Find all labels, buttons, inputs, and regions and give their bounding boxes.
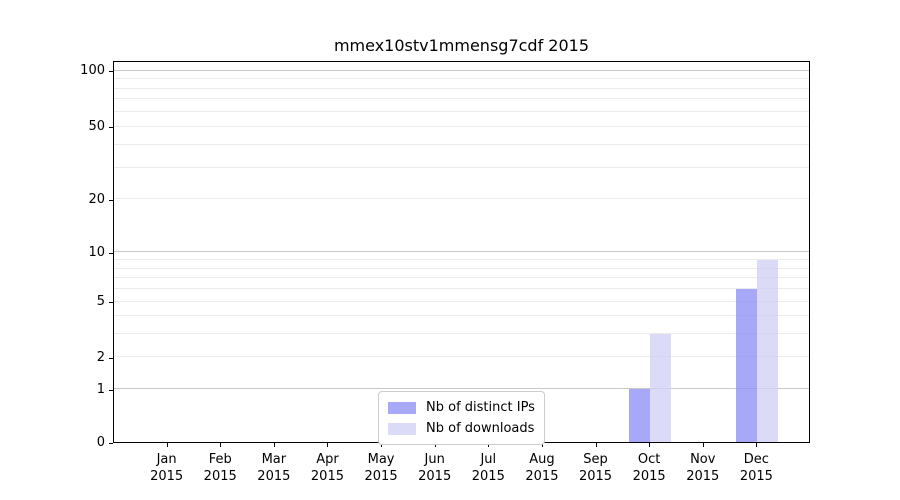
x-tick-label-mar: Mar 2015 (257, 452, 291, 484)
y-tick-mark (109, 199, 113, 201)
y-tick-mark (109, 443, 113, 444)
y-tick-mark (109, 302, 113, 304)
y-tick-mark (109, 389, 113, 391)
x-tick-mark (595, 443, 597, 447)
minor-gridline (114, 198, 809, 200)
x-tick-label-jun: Jun 2015 (418, 452, 452, 484)
x-tick-label-aug: Aug 2015 (525, 452, 559, 484)
x-tick-label-oct: Oct 2015 (632, 452, 666, 484)
x-tick-label-jul: Jul 2015 (471, 452, 505, 484)
y-tick-mark (109, 252, 113, 254)
y-tick-label: 0 (96, 435, 105, 450)
minor-gridline (114, 110, 809, 112)
bar-dec-downloads (757, 259, 779, 442)
y-tick-label: 5 (96, 294, 105, 310)
x-tick-label-dec: Dec 2015 (739, 452, 773, 484)
minor-gridline (114, 98, 809, 100)
bar-oct-distinct-ips (629, 388, 651, 442)
minor-gridline (114, 87, 809, 89)
legend-swatch (388, 401, 416, 414)
x-tick-label-sep: Sep 2015 (578, 452, 613, 484)
y-tick-mark (109, 127, 113, 129)
y-tick-label: 1 (96, 381, 105, 397)
x-tick-mark (220, 443, 222, 447)
minor-gridline (114, 259, 809, 261)
y-tick-label: 50 (88, 119, 105, 135)
minor-gridline (114, 300, 809, 302)
x-tick-label-may: May 2015 (364, 452, 398, 484)
y-tick-label: 20 (88, 191, 105, 207)
x-tick-label-feb: Feb 2015 (203, 452, 237, 484)
y-tick-mark (109, 71, 113, 72)
y-tick-mark (109, 357, 113, 359)
minor-gridline (114, 267, 809, 269)
bar-oct-downloads (650, 333, 672, 442)
x-tick-mark (649, 443, 651, 447)
x-tick-mark (702, 443, 704, 447)
x-tick-mark (327, 443, 329, 447)
minor-gridline (114, 143, 809, 145)
x-tick-mark (434, 443, 436, 447)
y-tick-label: 100 (80, 63, 105, 78)
x-tick-label-nov: Nov 2015 (686, 452, 720, 484)
x-tick-mark (166, 443, 168, 447)
legend-label: Nb of distinct IPs (426, 400, 535, 415)
x-tick-label-jan: Jan 2015 (150, 452, 184, 484)
x-tick-mark (541, 443, 543, 447)
minor-gridline (114, 78, 809, 80)
x-tick-mark (756, 443, 758, 447)
legend-entry: Nb of distinct IPs (388, 399, 535, 416)
minor-gridline (114, 125, 809, 127)
major-gridline (114, 388, 809, 390)
minor-gridline (114, 277, 809, 279)
legend-swatch (388, 422, 416, 435)
x-tick-label-apr: Apr 2015 (310, 452, 344, 484)
minor-gridline (114, 315, 809, 317)
bar-dec-distinct-ips (736, 288, 758, 442)
legend: Nb of distinct IPs Nb of downloads (378, 391, 545, 445)
x-tick-mark (273, 443, 275, 447)
x-tick-mark (488, 443, 490, 447)
major-gridline (114, 251, 809, 253)
minor-gridline (114, 356, 809, 358)
legend-label: Nb of downloads (426, 421, 535, 436)
minor-gridline (114, 288, 809, 290)
plot-area: Nb of distinct IPs Nb of downloads (113, 61, 810, 445)
y-tick-label: 10 (88, 244, 105, 260)
minor-gridline (114, 333, 809, 335)
minor-gridline (114, 166, 809, 168)
major-gridline (114, 69, 809, 71)
chart-title: mmex10stv1mmensg7cdf 2015 (333, 36, 590, 55)
legend-entry: Nb of downloads (388, 420, 535, 437)
x-tick-mark (381, 443, 383, 447)
y-tick-label: 2 (96, 349, 105, 365)
